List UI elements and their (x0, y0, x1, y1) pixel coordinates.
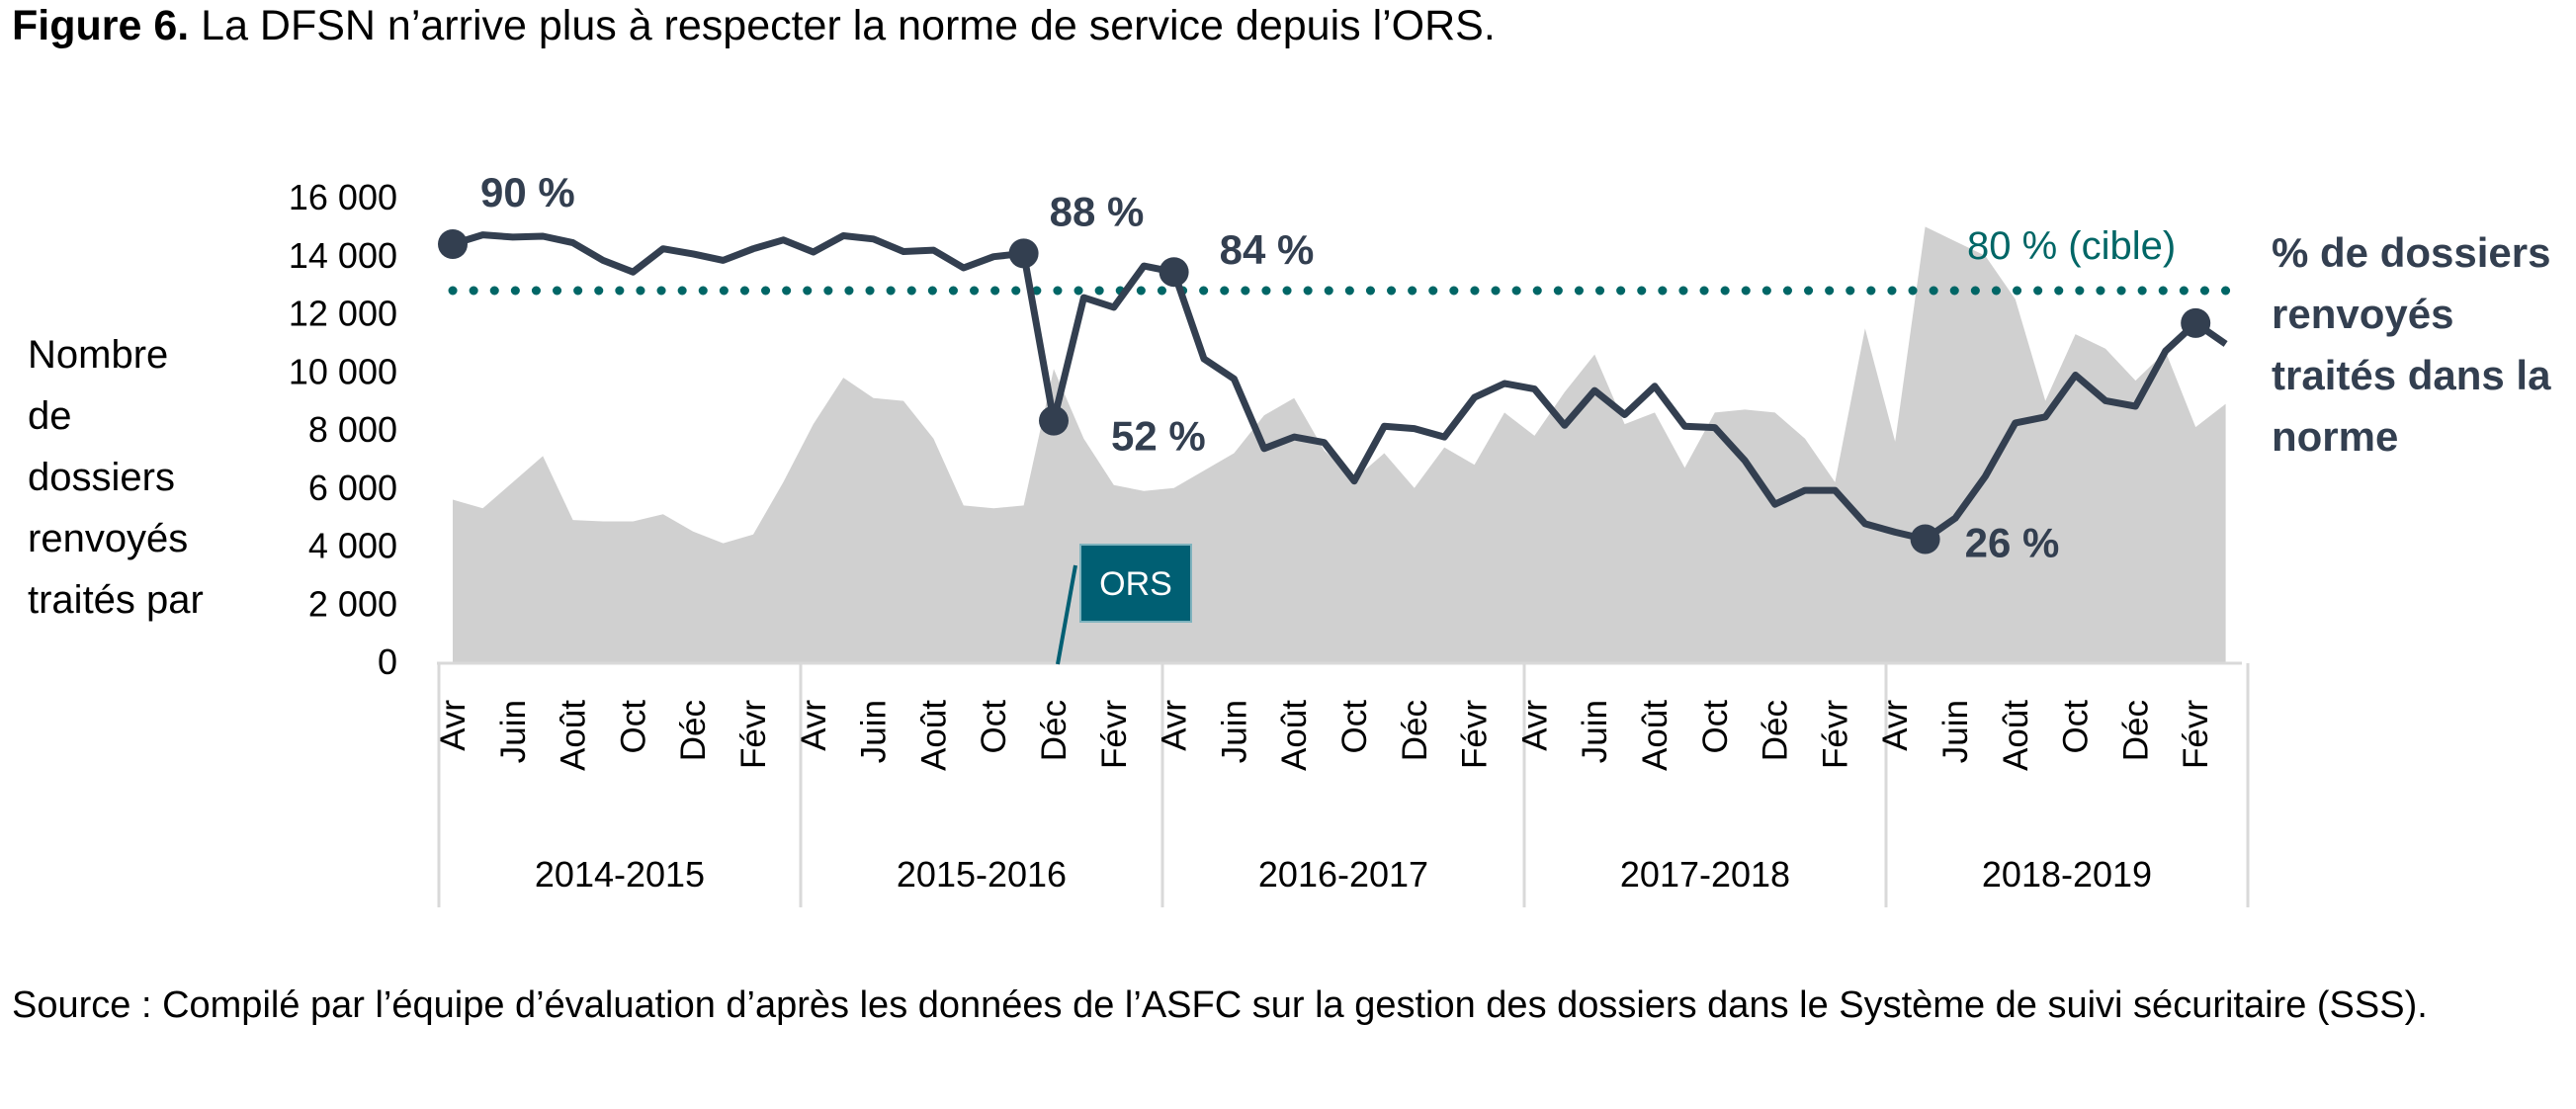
data-point-marker (2181, 307, 2211, 338)
y-tick-label: 14 000 (289, 235, 397, 276)
data-point-marker (1159, 257, 1189, 288)
month-tick-label: Août (914, 700, 953, 771)
month-tick-label: Févr (2177, 700, 2215, 769)
figure-number: Figure 6. (12, 2, 190, 49)
y-axis-label-line: Nombre (28, 333, 168, 377)
month-tick-label: Avr (1156, 700, 1194, 751)
y-tick-label: 16 000 (289, 177, 397, 217)
month-tick-label: Avr (795, 700, 833, 751)
y-axis-label-line: dossiers (28, 456, 175, 499)
year-label: 2016-2017 (1258, 854, 1428, 895)
month-tick-label: Juin (855, 700, 894, 763)
month-tick-label: Déc (674, 700, 713, 761)
markers (438, 229, 2211, 554)
month-tick-label: Oct (1335, 700, 1374, 754)
x-axis: 2014-2015 Avr Juin Août Oct Déc Févr 2015-2016 A… (434, 661, 2250, 907)
year-label: 2018-2019 (1982, 854, 2152, 895)
y-axis-label-line: de (28, 394, 72, 438)
ors-box (1079, 544, 1192, 623)
y-tick-label: 10 000 (289, 351, 397, 391)
month-tick-label: Août (555, 700, 593, 771)
series-label-line: traités dans la (2272, 352, 2551, 398)
y-axis-label-line: renvoyés (28, 517, 188, 560)
y-tick-label: 2 000 (308, 583, 397, 624)
month-tick-label: Avr (1515, 700, 1554, 751)
month-tick-label: Déc (2116, 700, 2155, 761)
y-tick-label: 8 000 (308, 409, 397, 450)
source-note: Source : Compilé par l’équipe d’évaluati… (12, 984, 2428, 1026)
data-point-label: 52 % (1111, 413, 1206, 460)
ors-label: ORS (1099, 565, 1172, 603)
month-tick-label: Oct (2057, 700, 2096, 754)
month-tick-label: Oct (975, 700, 1013, 754)
y-tick-label: 0 (378, 641, 397, 682)
y-tick-label: 6 000 (308, 468, 397, 508)
data-point-marker (1039, 405, 1069, 436)
series-label-line: norme (2272, 413, 2398, 460)
month-tick-label: Déc (1757, 700, 1795, 761)
month-tick-label: Déc (1396, 700, 1434, 761)
month-tick-label: Avr (434, 700, 472, 751)
month-tick-label: Déc (1035, 700, 1073, 761)
figure-caption: La DFSN n’arrive plus à respecter la nor… (189, 2, 1496, 49)
data-point-label: 88 % (1050, 188, 1145, 234)
data-point-label: 26 % (1965, 520, 2060, 566)
month-tick-label: Avr (1876, 700, 1915, 751)
month-tick-label: Juin (494, 700, 533, 763)
area-series (453, 226, 2226, 662)
month-tick-label: Oct (614, 700, 652, 754)
year-label: 2017-2018 (1620, 854, 1790, 895)
data-point-marker (438, 229, 468, 259)
y-axis-label: Nombre de dossiers renvoyés traités par (28, 333, 204, 622)
figure-title: Figure 6. La DFSN n’arrive plus à respec… (12, 2, 1496, 50)
month-tick-label: Juin (1576, 700, 1614, 763)
chart: 16 000 14 000 12 000 10 000 8 000 6 000 4 000 2… (28, 169, 2551, 907)
month-tick-label: Févr (734, 700, 773, 769)
month-tick-label: Août (1997, 700, 2035, 771)
year-label: 2014-2015 (535, 854, 705, 895)
series-label: % de dossiers renvoyés traités dans la norm… (2272, 229, 2551, 460)
data-point-label: 90 % (480, 169, 575, 215)
y-tick-label: 12 000 (289, 294, 397, 334)
ors-pointer (1056, 564, 1077, 665)
year-label: 2015-2016 (897, 854, 1067, 895)
month-tick-label: Févr (1095, 700, 1134, 769)
y-tick-label: 4 000 (308, 526, 397, 566)
month-tick-label: Août (1275, 700, 1314, 771)
month-tick-label: Juin (1936, 700, 1975, 763)
target-label: 80 % (cible) (1967, 224, 2176, 268)
ors-callout: ORS (1056, 544, 1192, 665)
series-label-line: renvoyés (2272, 291, 2453, 337)
data-point-marker (1008, 238, 1039, 269)
month-tick-label: Août (1636, 700, 1674, 771)
month-tick-label: Oct (1696, 700, 1735, 754)
y-axis: 16 000 14 000 12 000 10 000 8 000 6 000 4 000 2… (289, 177, 397, 682)
data-point-label: 84 % (1220, 226, 1315, 273)
y-axis-label-line: traités par (28, 578, 204, 622)
month-tick-label: Févr (1816, 700, 1854, 769)
annotations: 90 % 88 % 52 % 84 % 26 % (480, 169, 2059, 566)
data-point-marker (1910, 524, 1940, 554)
month-tick-label: Févr (1456, 700, 1495, 769)
month-tick-label: Juin (1215, 700, 1253, 763)
series-label-line: % de dossiers (2272, 229, 2550, 276)
